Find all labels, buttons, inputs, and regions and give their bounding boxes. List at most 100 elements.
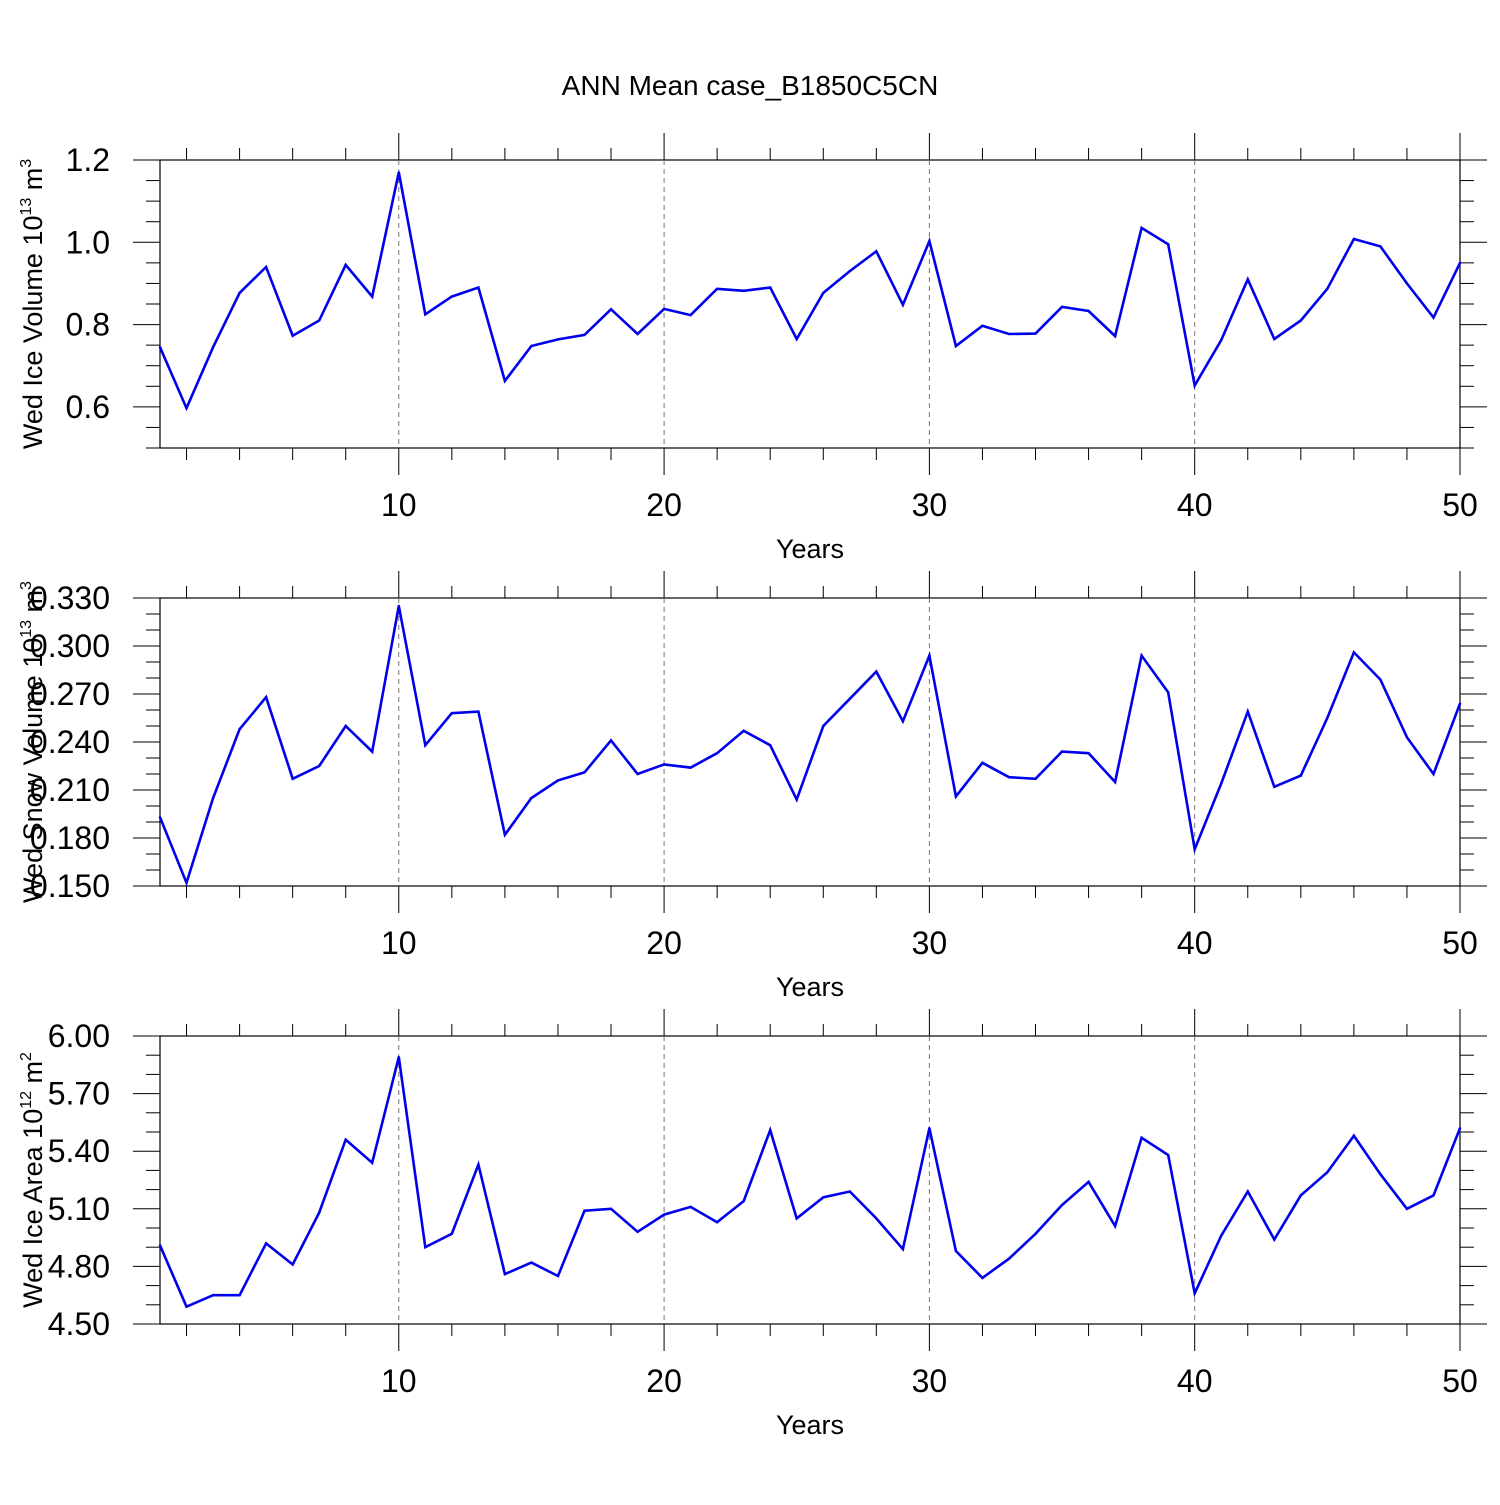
data-point — [1220, 782, 1223, 785]
data-point — [1140, 1136, 1143, 1139]
data-point — [1166, 243, 1170, 246]
panel-3: 10 20 30 40 50 4.50 4.80 5.10 5.40 5.70 6.00 Years W… — [18, 1009, 1487, 1440]
y-tick-label: 1.2 — [66, 142, 110, 178]
data-point — [715, 752, 719, 755]
data-point — [1458, 702, 1462, 705]
x-tick-label: 10 — [381, 925, 417, 961]
data-point — [1007, 776, 1011, 779]
x-axis-label: Years — [776, 534, 844, 564]
y-axis-label-part: 13 — [18, 620, 35, 638]
data-point — [211, 796, 215, 800]
data-point — [795, 337, 798, 341]
data-point — [556, 1274, 560, 1278]
data-point — [954, 795, 958, 798]
y-tick-label: 0.270 — [30, 676, 110, 712]
y-tick-label: 5.40 — [48, 1133, 110, 1169]
data-point — [211, 346, 215, 349]
x-tick-label: 30 — [912, 1363, 948, 1399]
data-point — [371, 750, 374, 753]
y-axis-label-part: Wed Snow Volume 10 — [18, 638, 48, 903]
y-tick-label: 4.50 — [48, 1306, 110, 1342]
data-point — [769, 286, 772, 289]
data-point — [477, 286, 480, 289]
data-point — [424, 1246, 427, 1249]
data-point — [344, 724, 347, 728]
data-point — [397, 171, 400, 174]
x-tick-label: 30 — [912, 925, 948, 961]
x-tick-label: 10 — [381, 487, 417, 523]
data-point — [1087, 1180, 1090, 1184]
y-axis-label-part: m — [18, 1061, 48, 1091]
plot-frame — [159, 1035, 1461, 1325]
data-point — [981, 1276, 984, 1280]
data-point — [1113, 334, 1117, 338]
data-point — [583, 771, 586, 774]
data-point — [264, 696, 268, 699]
y-axis-label-part: Wed Ice Volume 10 — [18, 216, 48, 450]
y-axis-label-part: Wed Ice Area 10 — [18, 1109, 48, 1308]
data-point — [291, 1263, 294, 1266]
data-point — [1326, 1171, 1329, 1174]
data-point — [1034, 332, 1037, 335]
data-point — [928, 654, 931, 657]
data-point — [1379, 245, 1382, 248]
data-point — [1087, 752, 1090, 755]
data-point — [954, 1249, 958, 1253]
data-point — [291, 334, 294, 337]
plot-frame — [159, 597, 1461, 887]
data-point — [928, 239, 931, 243]
y-tick-label: 4.80 — [48, 1248, 110, 1284]
figure-title: ANN Mean case_B1850C5CN — [561, 70, 939, 101]
y-axis-label-part: 12 — [18, 1091, 35, 1109]
data-point — [1246, 710, 1249, 713]
data-point — [317, 764, 321, 768]
y-tick-label: 5.10 — [48, 1191, 110, 1227]
data-point — [556, 338, 560, 341]
y-tick-label: 1.0 — [66, 224, 110, 260]
data-point — [1246, 278, 1249, 281]
data-point — [1352, 237, 1356, 241]
y-axis-label-part: m — [18, 590, 48, 620]
x-tick-label: 30 — [912, 487, 948, 523]
data-point — [371, 1161, 374, 1164]
data-point — [397, 604, 400, 608]
data-point — [371, 295, 374, 298]
y-tick-label: 5.70 — [48, 1076, 110, 1112]
data-point — [636, 772, 639, 776]
data-point — [317, 1211, 321, 1214]
data-point — [1140, 226, 1143, 230]
data-point — [503, 1272, 507, 1276]
data-point — [822, 1196, 825, 1199]
data-point — [238, 728, 241, 731]
x-tick-label: 40 — [1177, 487, 1213, 523]
y-axis-label-part: 3 — [18, 159, 35, 168]
data-point — [981, 324, 984, 328]
x-tick-label: 20 — [646, 1363, 682, 1399]
y-tick-label: 0.150 — [30, 868, 110, 904]
data-point — [1432, 1194, 1435, 1197]
data-point — [530, 796, 533, 800]
data-point — [1166, 1153, 1170, 1157]
data-point — [954, 344, 958, 348]
data-point — [1034, 1232, 1037, 1235]
data-point — [609, 739, 613, 742]
data-point — [344, 1138, 347, 1141]
data-point — [1432, 316, 1435, 319]
data-point — [1166, 691, 1170, 694]
data-point — [822, 724, 825, 728]
data-point — [397, 1055, 400, 1059]
data-point — [1299, 319, 1303, 322]
x-tick-label: 50 — [1442, 925, 1478, 961]
data-point — [1299, 1194, 1303, 1197]
data-point — [530, 1261, 533, 1264]
y-tick-label: 0.210 — [30, 772, 110, 808]
data-point — [424, 744, 427, 747]
data-point — [477, 710, 480, 713]
data-point — [1140, 654, 1143, 657]
data-point — [264, 1242, 268, 1245]
y-axis-label-part: 2 — [18, 1052, 35, 1061]
data-point — [1405, 736, 1409, 739]
data-point — [875, 1217, 878, 1220]
